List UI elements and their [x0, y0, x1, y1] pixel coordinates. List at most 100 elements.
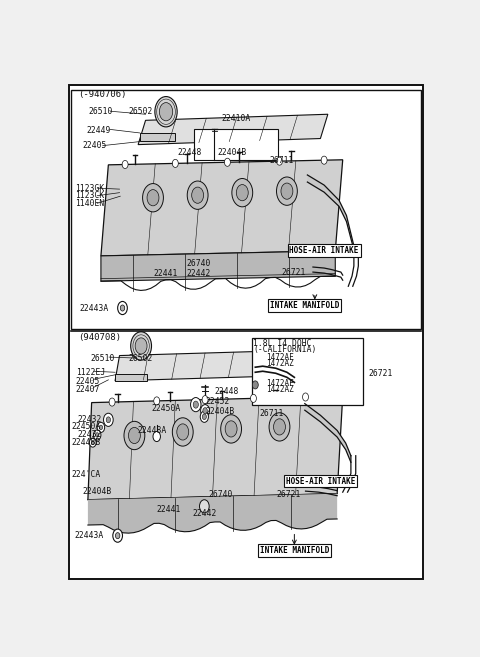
- Text: 22441: 22441: [156, 505, 181, 514]
- Circle shape: [120, 305, 125, 311]
- Text: 26711: 26711: [269, 156, 294, 166]
- Circle shape: [225, 421, 237, 437]
- Circle shape: [203, 407, 207, 414]
- Circle shape: [118, 302, 127, 315]
- Circle shape: [172, 418, 193, 446]
- Text: 22405: 22405: [76, 377, 100, 386]
- Circle shape: [302, 393, 309, 401]
- FancyBboxPatch shape: [71, 91, 421, 329]
- FancyBboxPatch shape: [115, 374, 147, 381]
- Circle shape: [192, 187, 204, 203]
- Circle shape: [124, 421, 145, 449]
- Polygon shape: [305, 403, 351, 463]
- Circle shape: [193, 401, 198, 408]
- Text: 22450A: 22450A: [71, 422, 100, 432]
- Circle shape: [153, 432, 160, 442]
- Text: 26502: 26502: [129, 106, 153, 116]
- Text: HOSE-AIR INTAKE: HOSE-AIR INTAKE: [289, 246, 359, 255]
- FancyBboxPatch shape: [194, 129, 277, 160]
- Text: 26510: 26510: [91, 353, 115, 363]
- Text: 22442: 22442: [186, 269, 211, 278]
- Text: 22407: 22407: [76, 385, 100, 394]
- Circle shape: [115, 533, 120, 539]
- Text: 22432: 22432: [78, 430, 102, 439]
- Text: 1123CK: 1123CK: [75, 191, 104, 200]
- Text: 22449: 22449: [86, 126, 110, 135]
- Circle shape: [89, 438, 96, 447]
- Circle shape: [94, 430, 101, 440]
- Text: 22410A: 22410A: [222, 114, 251, 124]
- Text: 1472AZ: 1472AZ: [266, 359, 294, 368]
- Polygon shape: [115, 350, 290, 381]
- FancyBboxPatch shape: [69, 85, 423, 579]
- Text: INTAKE MANIFOLD: INTAKE MANIFOLD: [260, 546, 329, 555]
- Circle shape: [187, 181, 208, 210]
- Text: HOSE-AIR INTAKE: HOSE-AIR INTAKE: [286, 476, 355, 486]
- Text: 1.8L I4 DOHC: 1.8L I4 DOHC: [253, 339, 312, 348]
- Text: 1472AF: 1472AF: [266, 379, 294, 388]
- Text: 22448: 22448: [215, 387, 239, 396]
- Text: 22432: 22432: [78, 415, 102, 424]
- Circle shape: [113, 529, 122, 542]
- Text: 22404B: 22404B: [218, 148, 247, 157]
- Circle shape: [201, 405, 210, 417]
- Circle shape: [96, 433, 99, 438]
- Polygon shape: [138, 114, 328, 145]
- Circle shape: [232, 179, 252, 207]
- Polygon shape: [88, 493, 337, 533]
- Circle shape: [191, 397, 201, 412]
- Circle shape: [251, 394, 256, 403]
- Circle shape: [281, 183, 293, 199]
- Text: 26721: 26721: [276, 490, 301, 499]
- Text: 1472AZ: 1472AZ: [266, 386, 294, 394]
- Circle shape: [131, 332, 152, 360]
- Text: 224'CA: 224'CA: [71, 470, 100, 479]
- Circle shape: [154, 397, 160, 405]
- Circle shape: [104, 413, 113, 426]
- Circle shape: [202, 396, 208, 403]
- Text: 26721: 26721: [281, 267, 306, 277]
- Circle shape: [269, 413, 290, 441]
- Text: 22448B: 22448B: [71, 438, 100, 447]
- Circle shape: [200, 500, 209, 513]
- Circle shape: [129, 428, 140, 443]
- Circle shape: [177, 424, 189, 440]
- Circle shape: [109, 398, 115, 406]
- Circle shape: [143, 183, 163, 212]
- Circle shape: [91, 441, 94, 445]
- Circle shape: [97, 422, 105, 432]
- Circle shape: [276, 177, 297, 205]
- Polygon shape: [88, 396, 343, 500]
- Text: 22442: 22442: [192, 509, 216, 518]
- Text: 22443A: 22443A: [79, 304, 108, 313]
- Text: 1140EN: 1140EN: [75, 199, 104, 208]
- Text: 22448: 22448: [177, 148, 202, 157]
- Text: 22405: 22405: [83, 141, 107, 150]
- Circle shape: [172, 160, 178, 168]
- Polygon shape: [101, 160, 343, 256]
- Polygon shape: [101, 251, 335, 281]
- FancyBboxPatch shape: [252, 338, 363, 405]
- Circle shape: [225, 158, 230, 166]
- Text: 26510: 26510: [89, 106, 113, 116]
- Circle shape: [106, 417, 110, 422]
- Text: (940708): (940708): [79, 333, 121, 342]
- Text: 26721: 26721: [368, 369, 392, 378]
- Circle shape: [99, 425, 103, 430]
- Circle shape: [122, 160, 128, 169]
- Circle shape: [147, 190, 159, 206]
- Text: INTAKE MANIFOLD: INTAKE MANIFOLD: [270, 301, 339, 310]
- Text: 22404B: 22404B: [205, 407, 234, 416]
- Circle shape: [135, 338, 147, 354]
- Text: 1472AF: 1472AF: [266, 353, 294, 361]
- Circle shape: [202, 414, 206, 420]
- Circle shape: [159, 102, 173, 121]
- Text: 1123GK: 1123GK: [75, 183, 104, 193]
- Circle shape: [200, 411, 208, 422]
- Text: 22404B: 22404B: [83, 487, 111, 495]
- Text: 1122EJ: 1122EJ: [76, 368, 105, 376]
- Circle shape: [252, 381, 258, 389]
- Text: 26740: 26740: [209, 490, 233, 499]
- FancyBboxPatch shape: [140, 133, 175, 141]
- Circle shape: [276, 157, 282, 165]
